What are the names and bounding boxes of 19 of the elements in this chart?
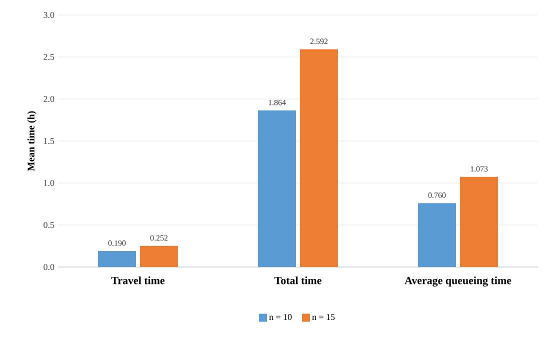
legend-label: n = 15 (312, 314, 335, 320)
x-tick-label: Travel time (111, 276, 165, 284)
bar (418, 203, 456, 267)
y-axis-title: Mean time (h) (27, 111, 36, 171)
y-tick-label: 1.5 (44, 138, 54, 144)
bar (300, 49, 338, 267)
legend-label: n = 10 (269, 314, 292, 320)
y-tick-label: 3.0 (44, 12, 54, 18)
y-tick-label: 2.5 (44, 54, 54, 60)
bar (258, 110, 296, 267)
y-tick-label: 0.5 (44, 222, 54, 228)
y-tick-label: 2.0 (44, 96, 54, 102)
bar (140, 246, 178, 267)
x-tick-label: Total time (274, 276, 322, 284)
x-tick-label: Average queueing time (404, 276, 512, 287)
bar (460, 176, 498, 267)
bar (98, 251, 136, 267)
y-tick-label: 0.0 (44, 264, 54, 270)
y-tick-label: 1.0 (44, 180, 54, 186)
